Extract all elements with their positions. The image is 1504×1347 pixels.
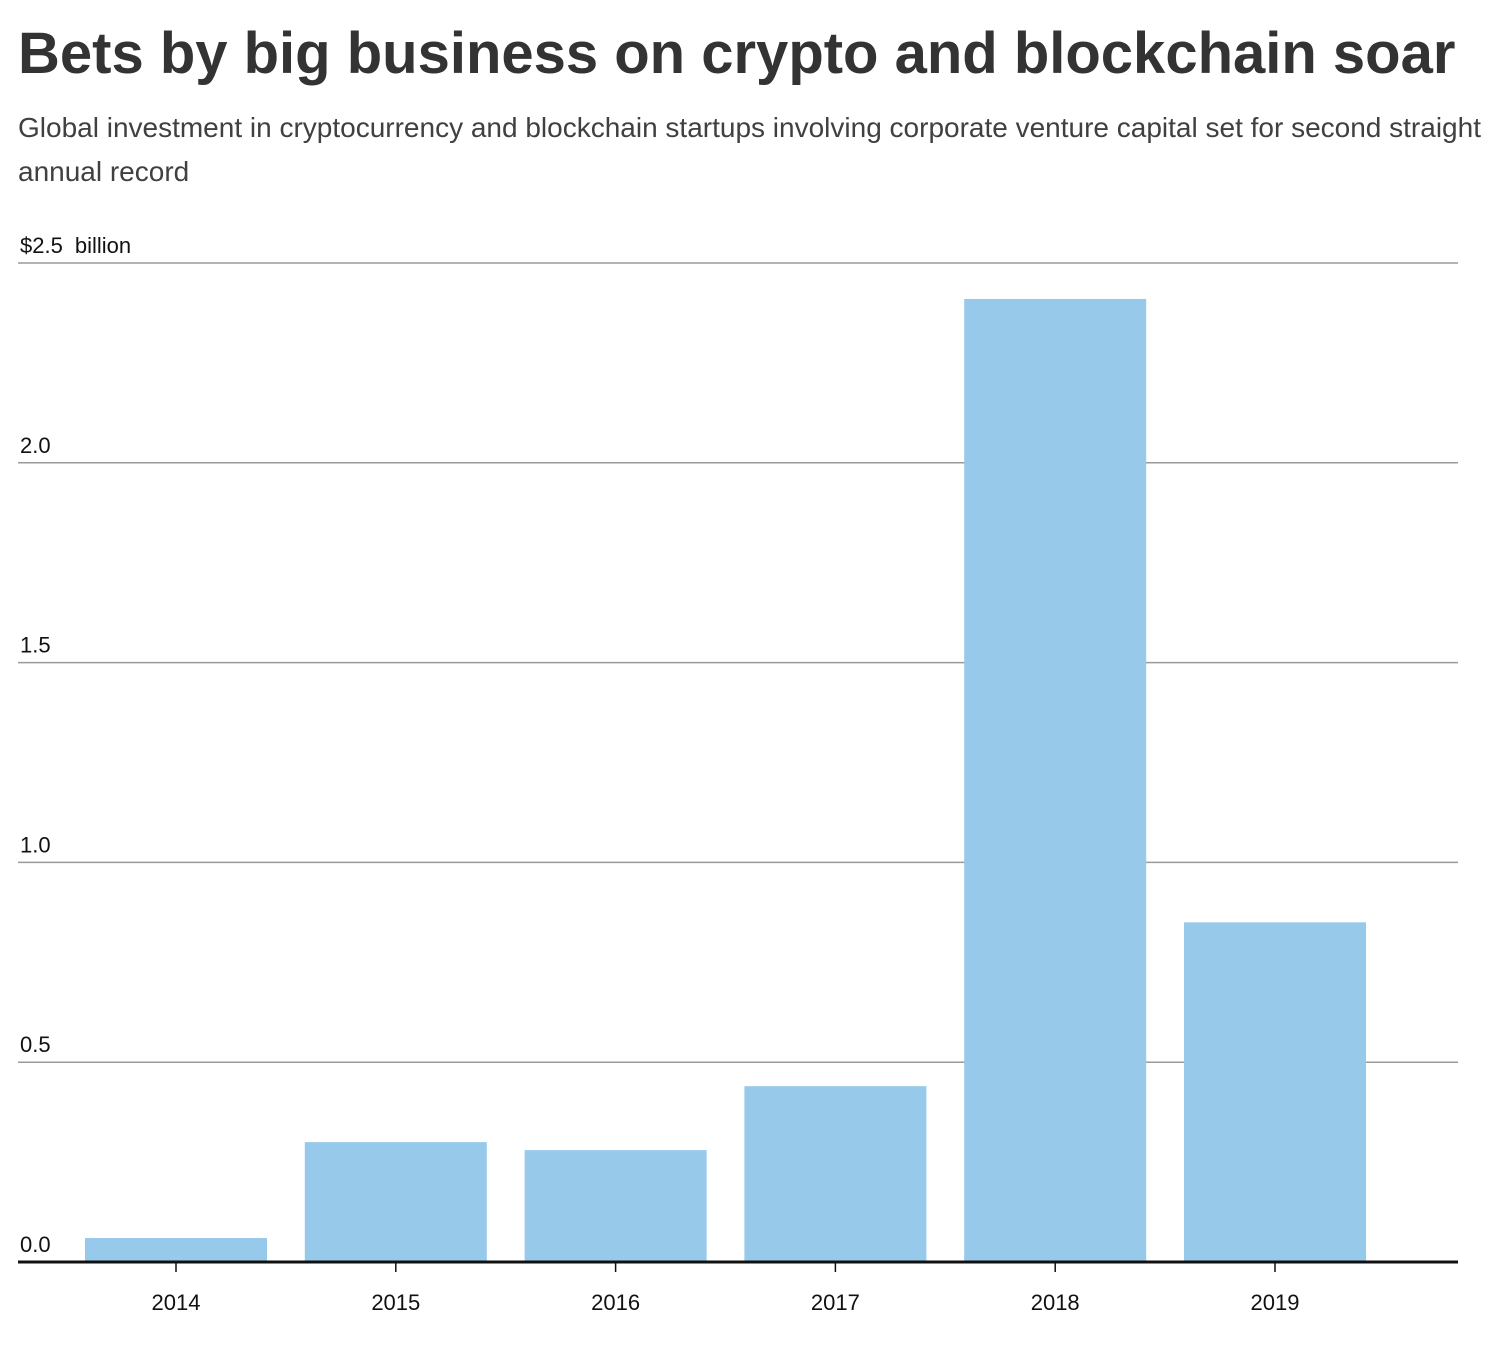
bar-2017	[744, 1086, 927, 1262]
x-tick-label: 2015	[371, 1290, 420, 1315]
y-tick-label: 2.0	[20, 433, 51, 458]
x-tick-label: 2014	[152, 1290, 201, 1315]
y-tick-label: 1.5	[20, 633, 51, 658]
y-unit-label: billion	[75, 233, 131, 258]
y-tick-label: 0.0	[20, 1232, 51, 1257]
chart-title: Bets by big business on crypto and block…	[18, 21, 1456, 86]
bar-2019	[1184, 922, 1366, 1262]
bar-2014	[85, 1238, 267, 1262]
x-tick-label: 2019	[1251, 1290, 1300, 1315]
bar-2018	[964, 298, 1147, 1262]
x-tick-label: 2017	[811, 1290, 860, 1315]
bar-2015	[304, 1142, 487, 1262]
x-axis: 2014 2015 2016 2017 2018 2019	[18, 1260, 1458, 1315]
x-tick-label: 2018	[1031, 1290, 1080, 1315]
bars	[85, 298, 1366, 1262]
y-tick-label: 0.5	[20, 1032, 51, 1057]
chart-subtitle: Global investment in cryptocurrency and …	[18, 112, 1481, 187]
x-tick-label: 2016	[591, 1290, 640, 1315]
y-tick-label: $2.5	[20, 233, 63, 258]
bar-2016	[524, 1150, 707, 1262]
y-tick-label: 1.0	[20, 832, 51, 857]
